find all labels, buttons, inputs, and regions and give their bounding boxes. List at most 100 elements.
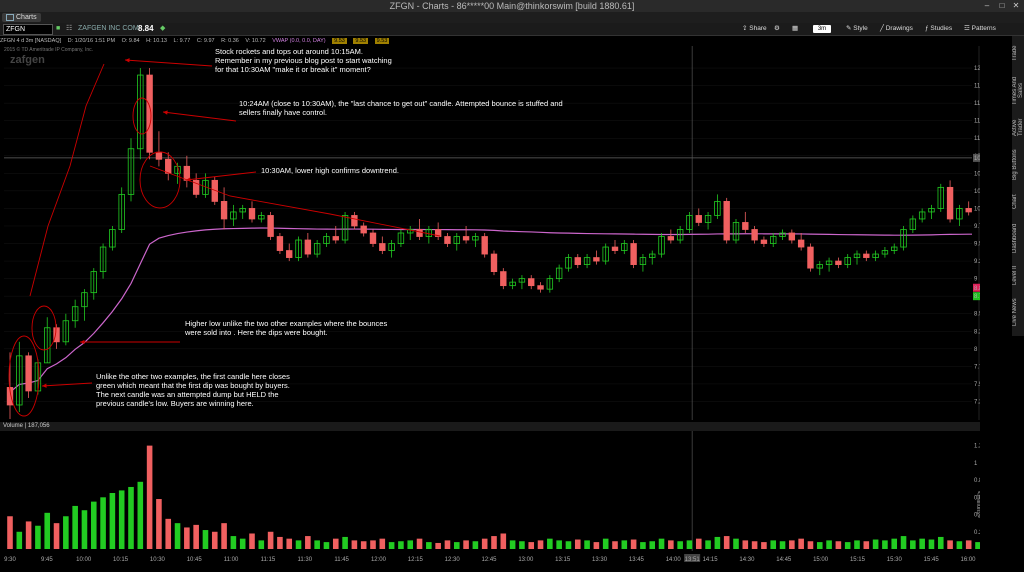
candle-body[interactable]	[62, 320, 70, 343]
candle-body[interactable]	[667, 236, 675, 241]
candle-body[interactable]	[127, 148, 135, 195]
price-chart[interactable]: 1211.7511.511.251110.7510.510.25109.759.…	[0, 46, 980, 420]
candle-body[interactable]	[230, 211, 237, 220]
candle-body[interactable]	[360, 225, 367, 234]
patterns-button[interactable]: ☲ Patterns	[964, 24, 996, 34]
candle-body[interactable]	[611, 246, 619, 251]
volume-bar[interactable]	[882, 540, 888, 549]
volume-bar[interactable]	[388, 542, 395, 549]
volume-bar[interactable]	[956, 541, 963, 549]
candle-body[interactable]	[760, 239, 768, 244]
candle-body[interactable]	[639, 257, 647, 265]
volume-bar[interactable]	[277, 536, 283, 549]
volume-bar[interactable]	[407, 540, 414, 549]
candle-body[interactable]	[658, 236, 665, 255]
volume-bar[interactable]	[249, 533, 255, 549]
style-button[interactable]: ✎ Style	[846, 24, 868, 34]
volume-bar[interactable]	[332, 538, 339, 549]
candle-body[interactable]	[649, 253, 656, 258]
candle-body[interactable]	[146, 74, 153, 153]
volume-bar[interactable]	[658, 538, 665, 549]
volume-bar[interactable]	[193, 524, 199, 549]
candle-body[interactable]	[481, 236, 488, 255]
volume-bar[interactable]	[295, 540, 302, 549]
volume-bar[interactable]	[751, 541, 758, 549]
volume-bar[interactable]	[128, 486, 134, 549]
volume-bar[interactable]	[221, 523, 227, 549]
volume-bar[interactable]	[165, 518, 172, 549]
volume-bar[interactable]	[481, 538, 488, 549]
volume-bar[interactable]	[937, 536, 944, 549]
sidebar-tab-times-and-sales[interactable]: Times And Sales	[1012, 76, 1024, 105]
volume-bar[interactable]	[668, 540, 674, 549]
candle-body[interactable]	[53, 327, 60, 343]
candle-body[interactable]	[165, 158, 172, 174]
volume-bar[interactable]	[211, 531, 218, 549]
volume-bar[interactable]	[519, 541, 525, 549]
candle-body[interactable]	[407, 229, 414, 234]
volume-bar[interactable]	[798, 538, 804, 549]
sidebar-tab-active-trader[interactable]: Active Trader	[1012, 118, 1024, 137]
candle-body[interactable]	[695, 215, 702, 223]
volume-bar[interactable]	[137, 481, 144, 549]
volume-bar[interactable]	[602, 538, 609, 549]
volume-bar[interactable]	[53, 523, 60, 549]
candle-body[interactable]	[863, 253, 870, 258]
candle-body[interactable]	[44, 327, 51, 364]
candle-body[interactable]	[788, 232, 796, 241]
volume-bar[interactable]	[360, 541, 367, 549]
volume-bar[interactable]	[630, 539, 637, 549]
volume-bar[interactable]	[975, 542, 980, 549]
candle-body[interactable]	[797, 239, 805, 248]
sidebar-tab-dashboard[interactable]: Dashboard	[1012, 223, 1018, 254]
volume-bar[interactable]	[370, 540, 376, 549]
volume-bar[interactable]	[789, 540, 795, 549]
volume-bar[interactable]	[398, 541, 404, 549]
studies-button[interactable]: ƒ Studies	[925, 24, 952, 34]
candle-body[interactable]	[276, 236, 284, 251]
volume-bar[interactable]	[491, 536, 497, 549]
candle-body[interactable]	[546, 278, 554, 290]
candle-body[interactable]	[295, 239, 302, 258]
share-button[interactable]: ⇪ Share	[742, 24, 767, 34]
volume-bar[interactable]	[500, 533, 507, 549]
layout-icon[interactable]: ▦	[792, 25, 799, 32]
volume-bar[interactable]	[910, 540, 916, 549]
candle-body[interactable]	[109, 229, 116, 248]
volume-bar[interactable]	[444, 540, 451, 549]
volume-bar[interactable]	[463, 540, 469, 549]
candle-body[interactable]	[155, 151, 163, 160]
volume-bar[interactable]	[863, 541, 870, 549]
symbol-input[interactable]: ZFGN	[3, 24, 53, 35]
volume-bar[interactable]	[965, 540, 972, 549]
volume-bar[interactable]	[593, 542, 600, 549]
volume-bar[interactable]	[426, 542, 432, 549]
candle-body[interactable]	[909, 218, 917, 230]
sidebar-tab-trade[interactable]: Trade	[1012, 45, 1018, 62]
volume-bar[interactable]	[453, 542, 460, 549]
volume-bar[interactable]	[230, 536, 237, 549]
candle-body[interactable]	[434, 229, 442, 237]
candle-body[interactable]	[621, 243, 628, 251]
volume-bar[interactable]	[835, 541, 842, 549]
candle-body[interactable]	[825, 260, 833, 265]
volume-bar[interactable]	[742, 540, 749, 549]
tab-charts[interactable]: Charts	[2, 13, 41, 22]
volume-bar[interactable]	[267, 531, 274, 549]
candle-body[interactable]	[686, 215, 693, 230]
volume-bar[interactable]	[35, 525, 41, 549]
candle-body[interactable]	[853, 253, 861, 258]
drawings-button[interactable]: ╱ Drawings	[880, 24, 913, 34]
volume-bar[interactable]	[63, 516, 69, 549]
volume-bar[interactable]	[239, 538, 246, 549]
volume-bar[interactable]	[816, 542, 823, 549]
volume-bar[interactable]	[109, 493, 116, 549]
volume-bar[interactable]	[305, 536, 311, 549]
candle-body[interactable]	[891, 246, 898, 251]
candle-body[interactable]	[509, 281, 516, 287]
volume-bar[interactable]	[537, 540, 544, 549]
candle-body[interactable]	[723, 201, 730, 241]
candle-body[interactable]	[99, 246, 107, 273]
candle-body[interactable]	[118, 193, 125, 230]
volume-bar[interactable]	[556, 540, 562, 549]
